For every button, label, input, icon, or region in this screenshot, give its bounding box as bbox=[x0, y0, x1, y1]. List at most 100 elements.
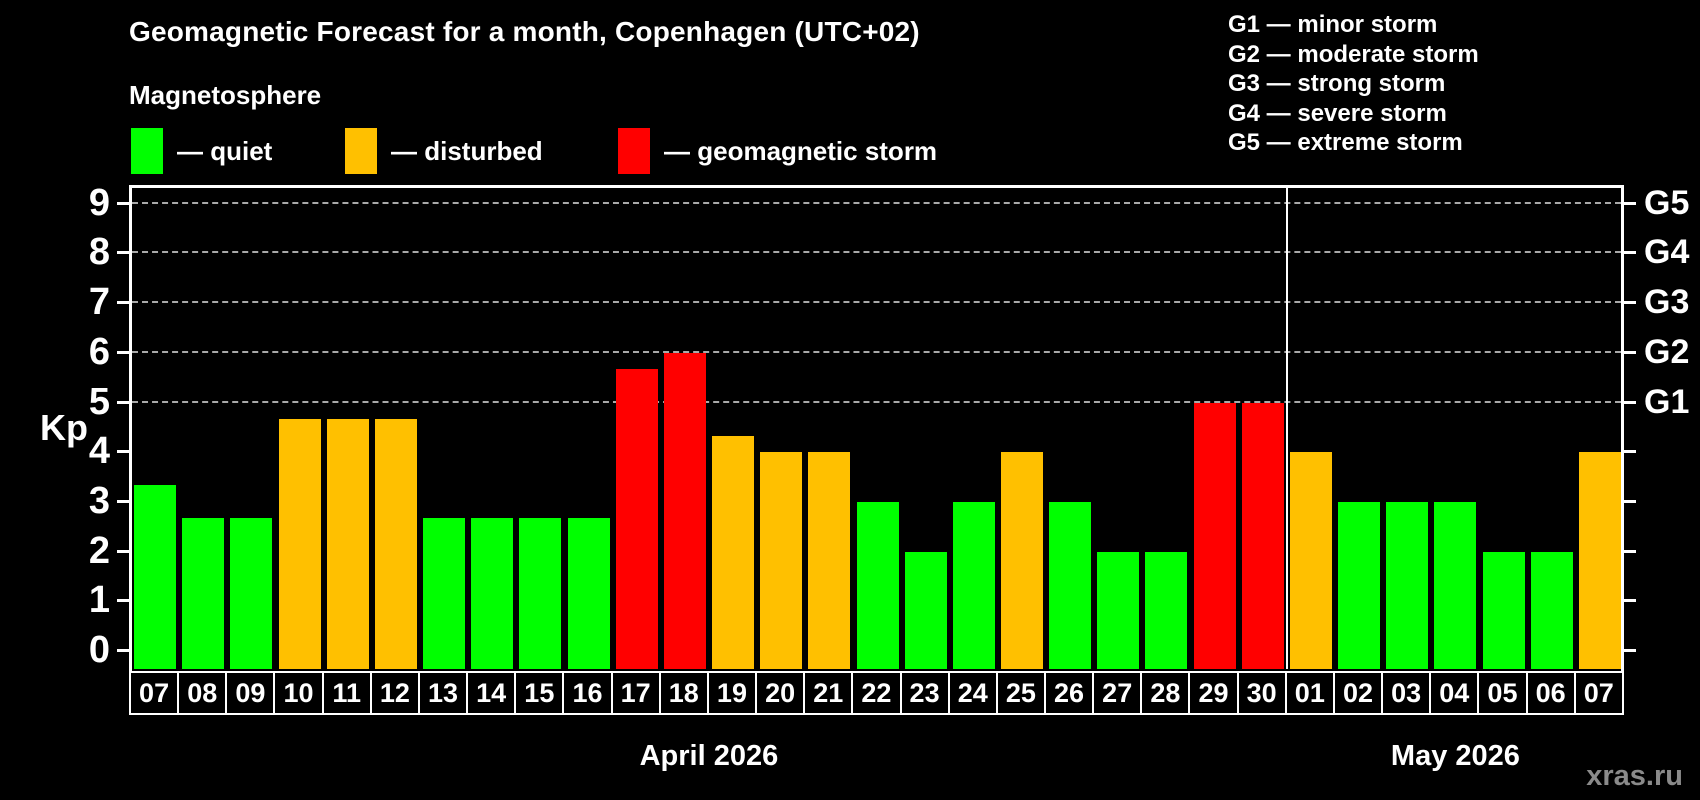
y-axis-tick-left bbox=[117, 649, 129, 652]
kp-bar-09 bbox=[230, 518, 273, 669]
kp-bar-25 bbox=[1000, 452, 1043, 669]
kp-bar-20 bbox=[760, 452, 803, 669]
y-axis-tick-right bbox=[1624, 251, 1636, 255]
legend-item-storm: — geomagnetic storm bbox=[618, 126, 937, 176]
date-cell: 07 bbox=[1573, 671, 1624, 715]
date-cell: 22 bbox=[851, 671, 902, 715]
date-cell: 26 bbox=[1043, 671, 1095, 715]
date-cell: 13 bbox=[417, 671, 469, 715]
kp-bar-12 bbox=[374, 418, 417, 669]
y-axis-tick-right bbox=[1624, 400, 1636, 404]
date-cell: 04 bbox=[1429, 671, 1480, 715]
y-axis-tick-right bbox=[1624, 201, 1636, 205]
date-cell: 07 bbox=[129, 671, 180, 715]
y-tick-label-0: 0 bbox=[88, 629, 110, 671]
storm-scale-legend: G1 — minor storm G2 — moderate storm G3 — … bbox=[1228, 10, 1479, 158]
date-cell: 01 bbox=[1284, 671, 1335, 715]
page-title: Geomagnetic Forecast for a month, Copenh… bbox=[129, 16, 920, 47]
g-scale-label-G4: G4 bbox=[1644, 233, 1690, 272]
plot-frame bbox=[129, 185, 1624, 671]
y-tick-label-3: 3 bbox=[88, 479, 110, 522]
kp-bar-19 bbox=[712, 435, 755, 669]
date-cell: 30 bbox=[1236, 671, 1287, 715]
date-cell: 15 bbox=[514, 671, 565, 715]
y-axis-tick-right bbox=[1624, 649, 1636, 652]
month-label-april: April 2026 bbox=[639, 740, 779, 772]
date-cell: 17 bbox=[610, 671, 661, 715]
legend-label-disturbed: — disturbed bbox=[391, 135, 543, 166]
kp-bar-07 bbox=[134, 485, 177, 669]
y-axis-tick-left bbox=[117, 400, 129, 404]
date-cell: 14 bbox=[466, 671, 517, 715]
y-tick-label-6: 6 bbox=[88, 330, 110, 373]
g-scale-label-G5: G5 bbox=[1644, 183, 1690, 222]
gridline-kp8 bbox=[132, 251, 1621, 254]
g-scale-label-G1: G1 bbox=[1644, 382, 1690, 421]
kp-bar-30 bbox=[1241, 402, 1284, 669]
kp-bar-14 bbox=[471, 518, 514, 669]
gridline-kp6 bbox=[132, 350, 1621, 353]
date-cell: 09 bbox=[225, 671, 276, 715]
kp-bar-15 bbox=[519, 518, 562, 669]
y-axis-tick-left bbox=[117, 201, 129, 205]
date-cell: 29 bbox=[1188, 671, 1239, 715]
y-tick-label-5: 5 bbox=[88, 380, 110, 423]
y-axis-tick-left bbox=[117, 450, 129, 454]
gridline-kp7 bbox=[132, 301, 1621, 304]
y-tick-label-8: 8 bbox=[88, 231, 110, 274]
y-axis-tick-right bbox=[1624, 599, 1636, 603]
disturbed-swatch-icon bbox=[345, 128, 377, 174]
y-axis-tick-left bbox=[117, 499, 129, 503]
storm-swatch-icon bbox=[618, 128, 650, 174]
date-cell: 08 bbox=[177, 671, 228, 715]
date-cell: 21 bbox=[803, 671, 854, 715]
y-axis-tick-left bbox=[117, 549, 129, 553]
date-cell: 18 bbox=[658, 671, 709, 715]
kp-bar-23 bbox=[904, 551, 947, 669]
quiet-swatch-icon bbox=[131, 128, 163, 174]
kp-bar-13 bbox=[423, 518, 466, 669]
date-cell: 28 bbox=[1140, 671, 1191, 715]
y-axis-tick-left bbox=[117, 350, 129, 354]
kp-bar-18 bbox=[663, 352, 706, 669]
kp-bar-29 bbox=[1193, 402, 1236, 669]
month-label-may: May 2026 bbox=[1390, 740, 1520, 772]
date-cell: 23 bbox=[899, 671, 950, 715]
y-tick-label-9: 9 bbox=[88, 181, 110, 224]
gridline-kp5 bbox=[132, 400, 1621, 403]
date-cell: 05 bbox=[1477, 671, 1528, 715]
y-axis-tick-right bbox=[1624, 450, 1636, 454]
storm-scale-line-2: G2 — moderate storm bbox=[1228, 40, 1479, 68]
y-tick-label-1: 1 bbox=[88, 579, 110, 622]
date-cell: 06 bbox=[1525, 671, 1576, 715]
storm-scale-line-5: G5 — extreme storm bbox=[1228, 129, 1463, 156]
kp-bar-05 bbox=[1482, 551, 1525, 669]
watermark: xras.ru bbox=[1586, 760, 1683, 792]
kp-bar-24 bbox=[952, 501, 995, 669]
date-cell: 16 bbox=[562, 671, 613, 715]
date-cell: 27 bbox=[1092, 671, 1143, 715]
date-cell: 20 bbox=[755, 671, 806, 715]
y-axis-tick-right bbox=[1624, 549, 1636, 553]
legend-label-quiet: — quiet bbox=[177, 135, 273, 166]
kp-bar-06 bbox=[1530, 551, 1573, 669]
y-axis-title: Kp bbox=[40, 407, 88, 448]
storm-scale-line-1: G1 — minor storm bbox=[1228, 11, 1438, 38]
y-axis-tick-left bbox=[117, 251, 129, 255]
legend-item-disturbed: — disturbed bbox=[345, 126, 543, 176]
kp-bar-28 bbox=[1145, 551, 1188, 669]
kp-bar-16 bbox=[567, 518, 610, 669]
x-axis-date-row: 07 08 09 10 11 12 13 14 15 16 17 18 19 20 21 22 23 24 25 26… bbox=[129, 671, 1624, 715]
y-axis-tick-left bbox=[117, 599, 129, 603]
date-cell: 11 bbox=[321, 671, 372, 715]
kp-bar-04 bbox=[1434, 501, 1477, 669]
magnetosphere-label: Magnetosphere bbox=[129, 80, 322, 110]
y-tick-label-7: 7 bbox=[88, 281, 110, 324]
date-cell: 19 bbox=[706, 671, 758, 715]
y-tick-label-4: 4 bbox=[88, 430, 110, 473]
date-cell: 03 bbox=[1381, 671, 1432, 715]
date-cell: 10 bbox=[273, 671, 324, 715]
y-tick-label-2: 2 bbox=[88, 529, 110, 572]
y-axis-tick-right bbox=[1624, 350, 1636, 354]
legend-item-quiet: — quiet bbox=[131, 126, 272, 176]
